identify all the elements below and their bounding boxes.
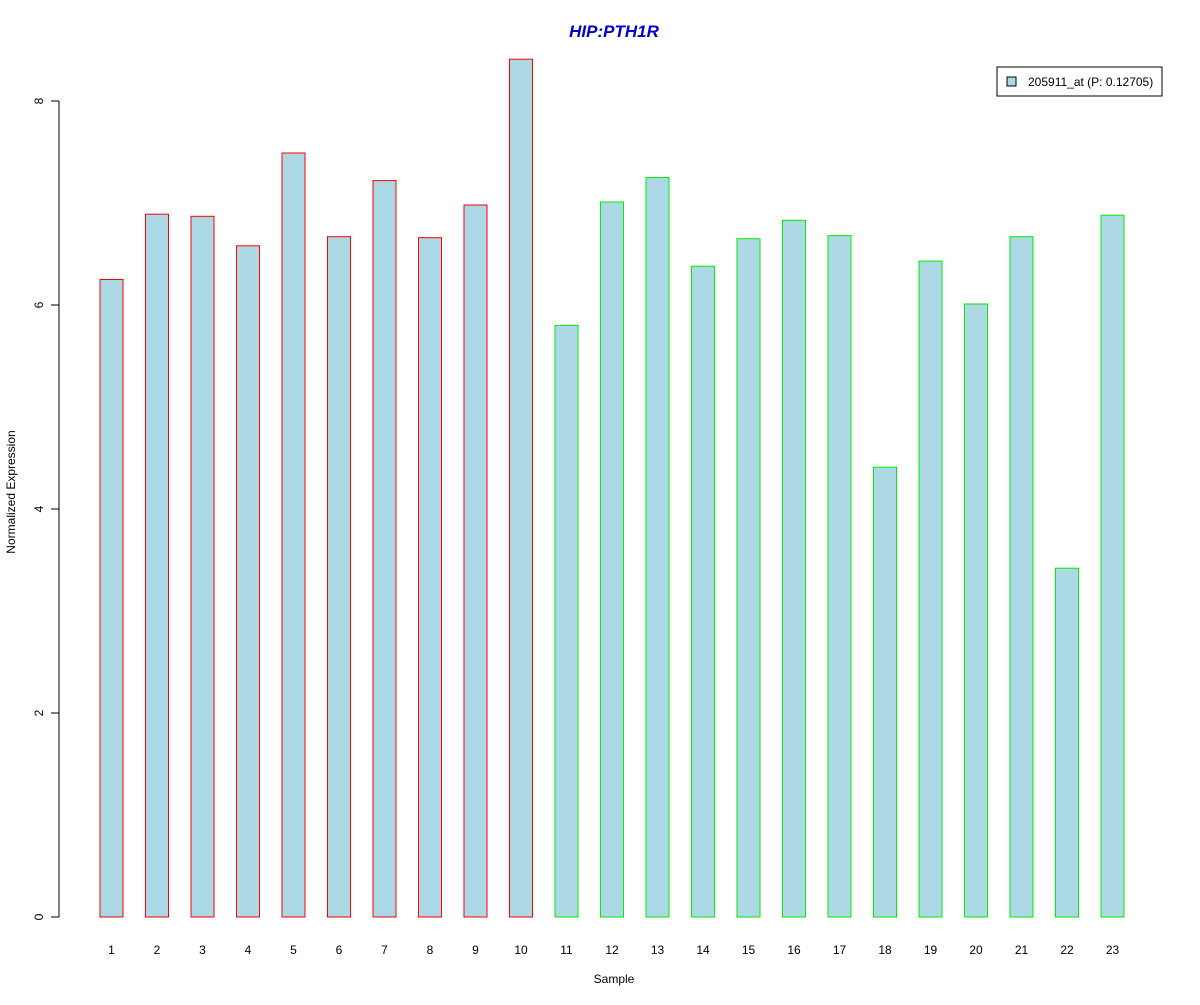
y-tick-label: 2 — [32, 709, 46, 716]
bar — [190, 215, 215, 918]
x-tick-label: 20 — [969, 943, 983, 957]
bar — [418, 237, 442, 918]
bar — [1100, 214, 1125, 918]
x-tick-label: 7 — [381, 943, 388, 957]
bars — [99, 58, 1125, 918]
y-axis-label: Normalized Expression — [4, 430, 18, 553]
chart-title: HIP:PTH1R — [569, 22, 659, 41]
bar — [372, 180, 397, 918]
legend: 205911_at (P: 0.12705) — [996, 66, 1163, 97]
x-tick-labels: 1 2 3 4 5 6 7 8 9 10 11 12 13 14 15 16 17 18 19 20 21 22 23 — [108, 943, 1119, 957]
legend-swatch — [1006, 76, 1017, 87]
x-tick-label: 18 — [878, 943, 892, 957]
bar — [281, 152, 306, 918]
bar — [873, 466, 897, 918]
bar — [509, 58, 533, 918]
x-tick-label: 5 — [290, 943, 297, 957]
legend-box — [996, 66, 1163, 97]
y-tick-label: 6 — [32, 301, 46, 308]
bar — [145, 213, 169, 918]
x-tick-label: 9 — [472, 943, 479, 957]
bar — [645, 177, 670, 918]
x-tick-label: 13 — [651, 943, 665, 957]
x-tick-label: 19 — [924, 943, 938, 957]
x-tick-label: 14 — [696, 943, 710, 957]
bar — [736, 238, 761, 918]
x-tick-label: 15 — [742, 943, 756, 957]
bar — [236, 245, 260, 918]
legend-label: 205911_at (P: 0.12705) — [1028, 75, 1153, 89]
x-tick-label: 2 — [154, 943, 161, 957]
x-tick-label: 10 — [514, 943, 528, 957]
bar — [1055, 567, 1079, 918]
y-tick-label: 8 — [32, 97, 46, 104]
x-tick-label: 4 — [245, 943, 252, 957]
x-tick-label: 16 — [787, 943, 801, 957]
bar — [327, 236, 351, 918]
bar — [554, 324, 579, 918]
bar — [918, 260, 943, 918]
y-tick-label: 0 — [32, 913, 46, 920]
y-tick-label: 4 — [32, 505, 46, 512]
x-tick-label: 23 — [1106, 943, 1120, 957]
bar — [964, 303, 988, 918]
bar — [600, 201, 624, 918]
x-tick-label: 3 — [199, 943, 206, 957]
bar — [827, 235, 852, 918]
x-tick-label: 6 — [336, 943, 343, 957]
x-axis-label: Sample — [594, 972, 635, 986]
x-tick-label: 1 — [108, 943, 115, 957]
bar — [99, 279, 124, 918]
y-axis: 0 2 4 6 8 — [32, 97, 60, 920]
x-tick-label: 21 — [1015, 943, 1029, 957]
x-tick-label: 17 — [833, 943, 847, 957]
x-tick-label: 22 — [1060, 943, 1074, 957]
bar — [691, 265, 715, 918]
bar — [1009, 236, 1034, 918]
x-tick-label: 8 — [427, 943, 434, 957]
x-tick-label: 12 — [605, 943, 619, 957]
x-tick-label: 11 — [560, 943, 573, 957]
bar — [782, 219, 806, 918]
bar — [463, 204, 488, 918]
